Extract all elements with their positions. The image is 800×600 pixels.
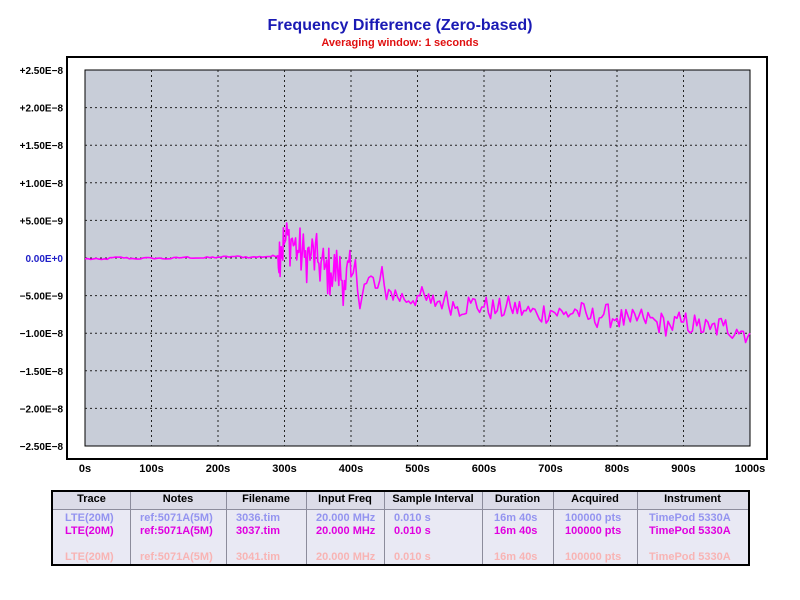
x-tick-label: 600s	[472, 463, 496, 475]
legend-row-3-cell: 100000 pts	[565, 551, 622, 563]
legend-row-1-cell: ref:5071A(5M)	[140, 512, 213, 524]
trace-legend-table: Trace Notes Filename Input Freq Sample Inter…	[51, 490, 750, 566]
y-tick-label: +5.00E−9	[20, 216, 64, 227]
x-tick-label: 0s	[79, 463, 91, 475]
x-tick-label: 500s	[405, 463, 429, 475]
frequency-chart: +2.50E−8 +2.00E−8 +1.50E−8 +1.00E−8 +5.00E−9…	[20, 56, 768, 475]
legend-column-divider	[553, 492, 554, 564]
y-tick-label: +2.00E−8	[20, 104, 64, 115]
x-tick-label: 1000s	[735, 463, 766, 475]
legend-header-cell: Input Freq	[318, 493, 372, 505]
legend-header-cell: Acquired	[571, 493, 619, 505]
y-tick-label: +1.00E−8	[20, 179, 64, 190]
chart-title: Frequency Difference (Zero-based)	[267, 17, 533, 34]
legend-row-2-cell: 20.000 MHz	[316, 525, 376, 537]
legend-row-2-cell: 3037.tim	[236, 525, 281, 537]
y-tick-label: −2.00E−8	[20, 404, 64, 415]
legend-row-3-cell: LTE(20M)	[65, 551, 114, 563]
legend-row-2-cell: LTE(20M)	[65, 525, 114, 537]
legend-row-2-cell: 16m 40s	[494, 525, 538, 537]
legend-header-cell: Sample Interval	[392, 493, 474, 505]
legend-row-3-cell: 3041.tim	[236, 551, 281, 563]
legend-column-divider	[226, 492, 227, 564]
y-axis-ticks: +2.50E−8 +2.00E−8 +1.50E−8 +1.00E−8 +5.00E−9…	[20, 66, 64, 453]
plot-area	[84, 69, 751, 447]
y-tick-label: −2.50E−8	[20, 442, 64, 453]
x-tick-label: 900s	[671, 463, 695, 475]
legend-header-cell: Trace	[77, 493, 106, 505]
legend-row-2-cell: ref:5071A(5M)	[140, 525, 213, 537]
legend-row-1-cell: TimePod 5330A	[649, 512, 731, 524]
x-tick-label: 200s	[206, 463, 230, 475]
y-tick-label: −1.50E−8	[20, 367, 64, 378]
legend-row-3-cell: TimePod 5330A	[649, 551, 731, 563]
legend-column-divider	[637, 492, 638, 564]
legend-column-divider	[130, 492, 131, 564]
x-tick-label: 100s	[139, 463, 163, 475]
series-line	[84, 222, 751, 344]
y-tick-label: −5.00E−9	[20, 292, 64, 303]
x-tick-label: 700s	[538, 463, 562, 475]
legend-row-3-cell: 16m 40s	[494, 551, 538, 563]
legend-row-1-cell: 0.010 s	[394, 512, 431, 524]
x-axis-ticks: 0s 100s 200s 300s 400s 500s 600s 700s 800s 900s 10…	[79, 463, 765, 475]
y-tick-label: −1.00E−8	[20, 329, 64, 340]
legend-header-cell: Notes	[162, 493, 194, 505]
legend-row-1-cell: 20.000 MHz	[316, 512, 376, 524]
legend-row-1-cell: LTE(20M)	[65, 512, 114, 524]
legend-row-1-cell: 3036.tim	[236, 512, 281, 524]
legend-row-3-cell: ref:5071A(5M)	[140, 551, 213, 563]
x-tick-label: 400s	[339, 463, 363, 475]
legend-row-3-cell: 20.000 MHz	[316, 551, 376, 563]
legend-row-1-cell: 100000 pts	[565, 512, 622, 524]
legend-column-divider	[384, 492, 385, 564]
legend-header-row: Trace Notes Filename Input Freq Sample Inter…	[53, 492, 748, 510]
legend-column-divider	[306, 492, 307, 564]
legend-header-cell: Duration	[494, 493, 541, 505]
y-tick-label: +2.50E−8	[20, 66, 64, 77]
x-tick-label: 800s	[605, 463, 629, 475]
legend-column-divider	[482, 492, 483, 564]
legend-row-1-cell: 16m 40s	[494, 512, 538, 524]
legend-row-2-cell: 0.010 s	[394, 525, 431, 537]
series-group	[84, 222, 751, 344]
y-tick-label: +1.50E−8	[20, 141, 64, 152]
legend-row-2-cell: 100000 pts	[565, 525, 622, 537]
legend-row-3-cell: 0.010 s	[394, 551, 431, 563]
x-tick-label: 300s	[272, 463, 296, 475]
legend-row-2-cell: TimePod 5330A	[649, 525, 731, 537]
chart-subtitle: Averaging window: 1 seconds	[321, 37, 479, 49]
legend-header-cell: Instrument	[664, 493, 721, 505]
y-tick-label: 0.00E+0	[25, 254, 63, 265]
legend-header-cell: Filename	[242, 493, 290, 505]
